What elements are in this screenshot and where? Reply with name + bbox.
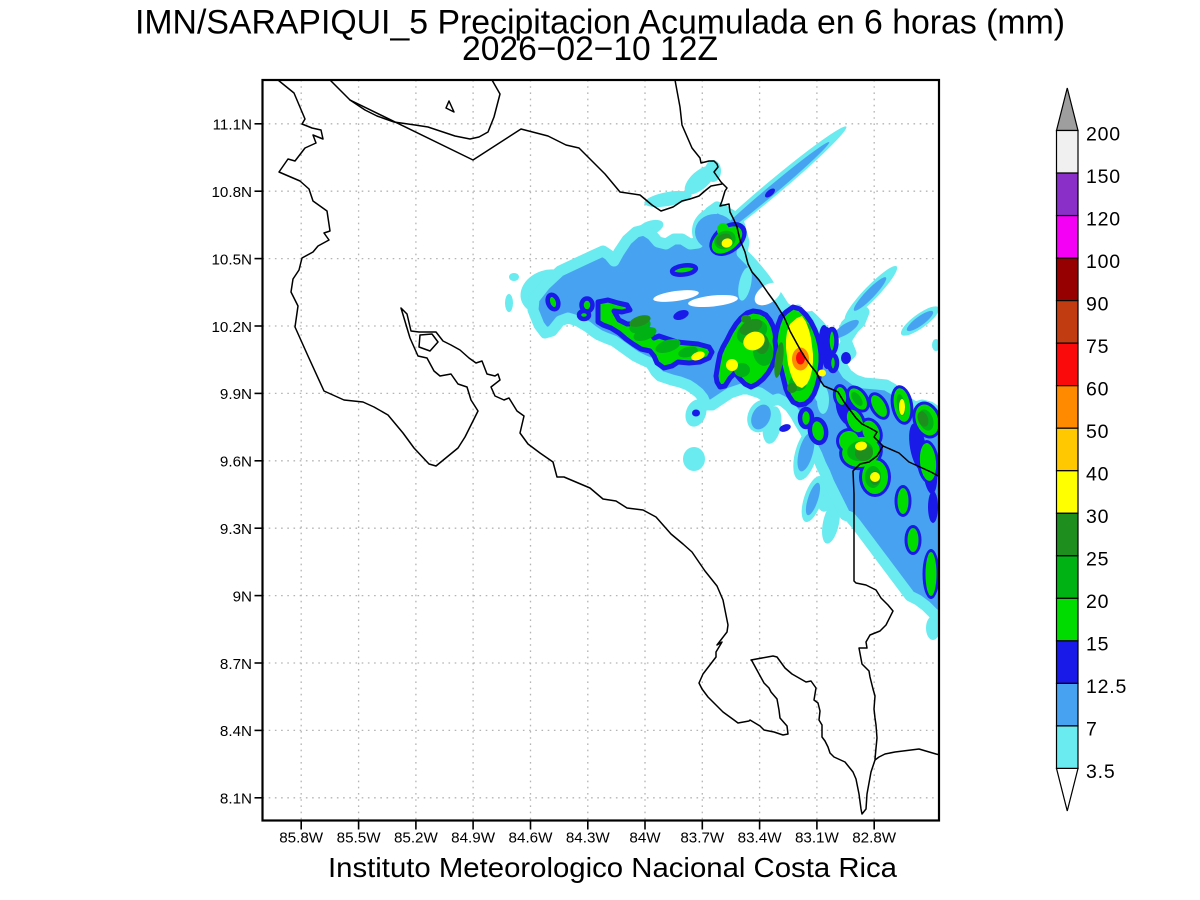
- svg-text:11.1N: 11.1N: [213, 117, 252, 134]
- svg-text:10.8N: 10.8N: [211, 184, 252, 201]
- svg-text:3.5: 3.5: [1086, 761, 1116, 783]
- svg-text:200: 200: [1086, 123, 1121, 145]
- svg-text:15: 15: [1086, 634, 1109, 656]
- svg-text:120: 120: [1086, 208, 1121, 230]
- svg-text:IMN/SARAPIQUI_5 Precipitacion: IMN/SARAPIQUI_5 Precipitacion Acumulada …: [135, 4, 1065, 42]
- svg-text:9N: 9N: [233, 588, 252, 605]
- svg-text:12.5: 12.5: [1086, 676, 1127, 698]
- svg-text:50: 50: [1086, 421, 1109, 443]
- svg-text:30: 30: [1086, 506, 1109, 528]
- svg-text:10.2N: 10.2N: [211, 319, 252, 336]
- svg-text:2026−02−10 12Z: 2026−02−10 12Z: [462, 30, 718, 68]
- svg-text:83.7W: 83.7W: [680, 830, 725, 847]
- svg-text:84.3W: 84.3W: [566, 830, 611, 847]
- svg-text:150: 150: [1086, 166, 1121, 188]
- svg-text:8.7N: 8.7N: [220, 656, 252, 673]
- svg-text:75: 75: [1086, 336, 1109, 358]
- svg-text:83.4W: 83.4W: [738, 830, 783, 847]
- svg-text:90: 90: [1086, 293, 1109, 315]
- svg-text:40: 40: [1086, 464, 1109, 486]
- svg-text:84W: 84W: [629, 830, 661, 847]
- svg-text:85.8W: 85.8W: [279, 830, 324, 847]
- svg-text:9.3N: 9.3N: [220, 521, 252, 538]
- svg-text:84.9W: 84.9W: [451, 830, 496, 847]
- svg-text:82.8W: 82.8W: [852, 830, 897, 847]
- svg-text:84.6W: 84.6W: [509, 830, 554, 847]
- svg-text:8.1N: 8.1N: [220, 791, 252, 808]
- svg-text:8.4N: 8.4N: [220, 723, 252, 740]
- svg-text:83.1W: 83.1W: [795, 830, 840, 847]
- svg-text:100: 100: [1086, 251, 1121, 273]
- svg-text:9.9N: 9.9N: [220, 386, 252, 403]
- svg-text:7: 7: [1086, 719, 1098, 741]
- svg-text:85.5W: 85.5W: [337, 830, 382, 847]
- svg-text:85.2W: 85.2W: [394, 830, 439, 847]
- svg-text:60: 60: [1086, 379, 1109, 401]
- svg-text:20: 20: [1086, 591, 1109, 613]
- svg-text:10.5N: 10.5N: [211, 251, 252, 268]
- svg-text:9.6N: 9.6N: [220, 454, 252, 471]
- svg-text:Instituto Meteorologico Nacion: Instituto Meteorologico Nacional Costa R…: [328, 852, 897, 883]
- svg-text:25: 25: [1086, 549, 1109, 571]
